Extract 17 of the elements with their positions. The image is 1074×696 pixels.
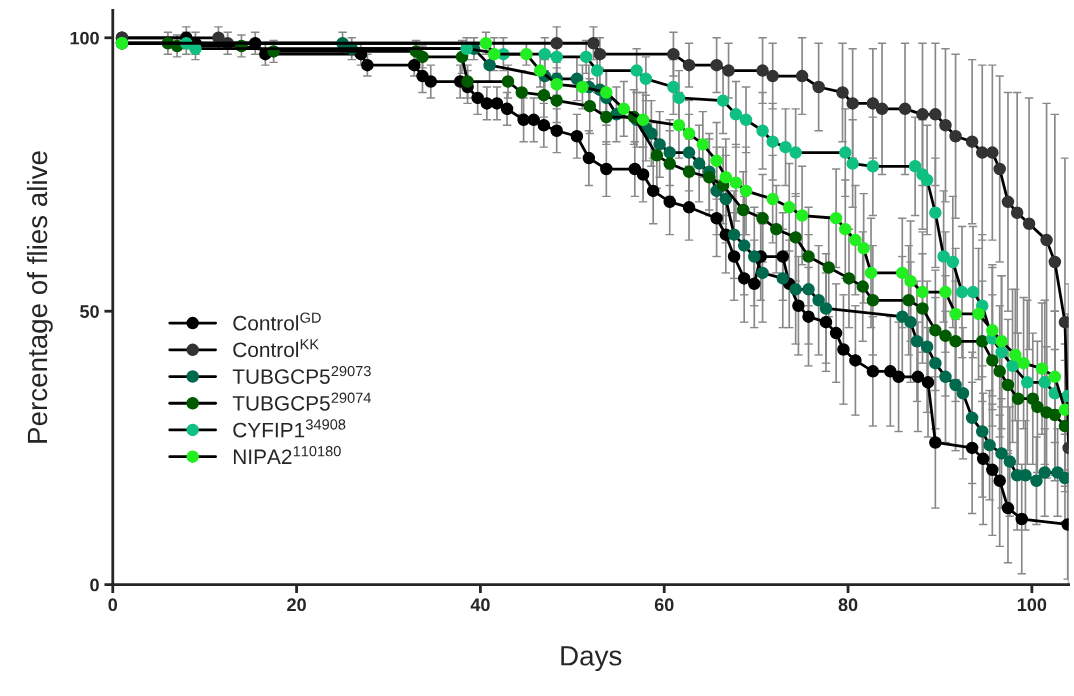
legend-label: TUBGCP5$^{29073}$ (232, 365, 371, 384)
legend-label: NIPA2$^{110180}$ (233, 446, 341, 464)
y-axis-title: Percentage of flies alive (26, 151, 53, 443)
x-tick-label: 0 (108, 598, 118, 612)
legend-label: Control$^{KK}$ (233, 339, 319, 358)
y-tick-label: 0 (90, 578, 99, 592)
legend-label: TUBGCP5$^{29074}$ (232, 392, 371, 411)
x-tick-label: 40 (470, 598, 490, 612)
y-tick-label: 100 (70, 31, 99, 45)
x-tick-label: 80 (838, 598, 858, 612)
legend-label: CYFIP1$^{34908}$ (233, 419, 346, 438)
x-tick-label: 100 (1017, 598, 1047, 612)
y-tick-label: 50 (80, 305, 99, 318)
x-axis-title: Days (561, 646, 622, 672)
legend-label: Control$^{GD}$ (233, 312, 321, 331)
x-tick-label: 60 (654, 598, 674, 612)
x-tick-label: 20 (287, 598, 306, 612)
